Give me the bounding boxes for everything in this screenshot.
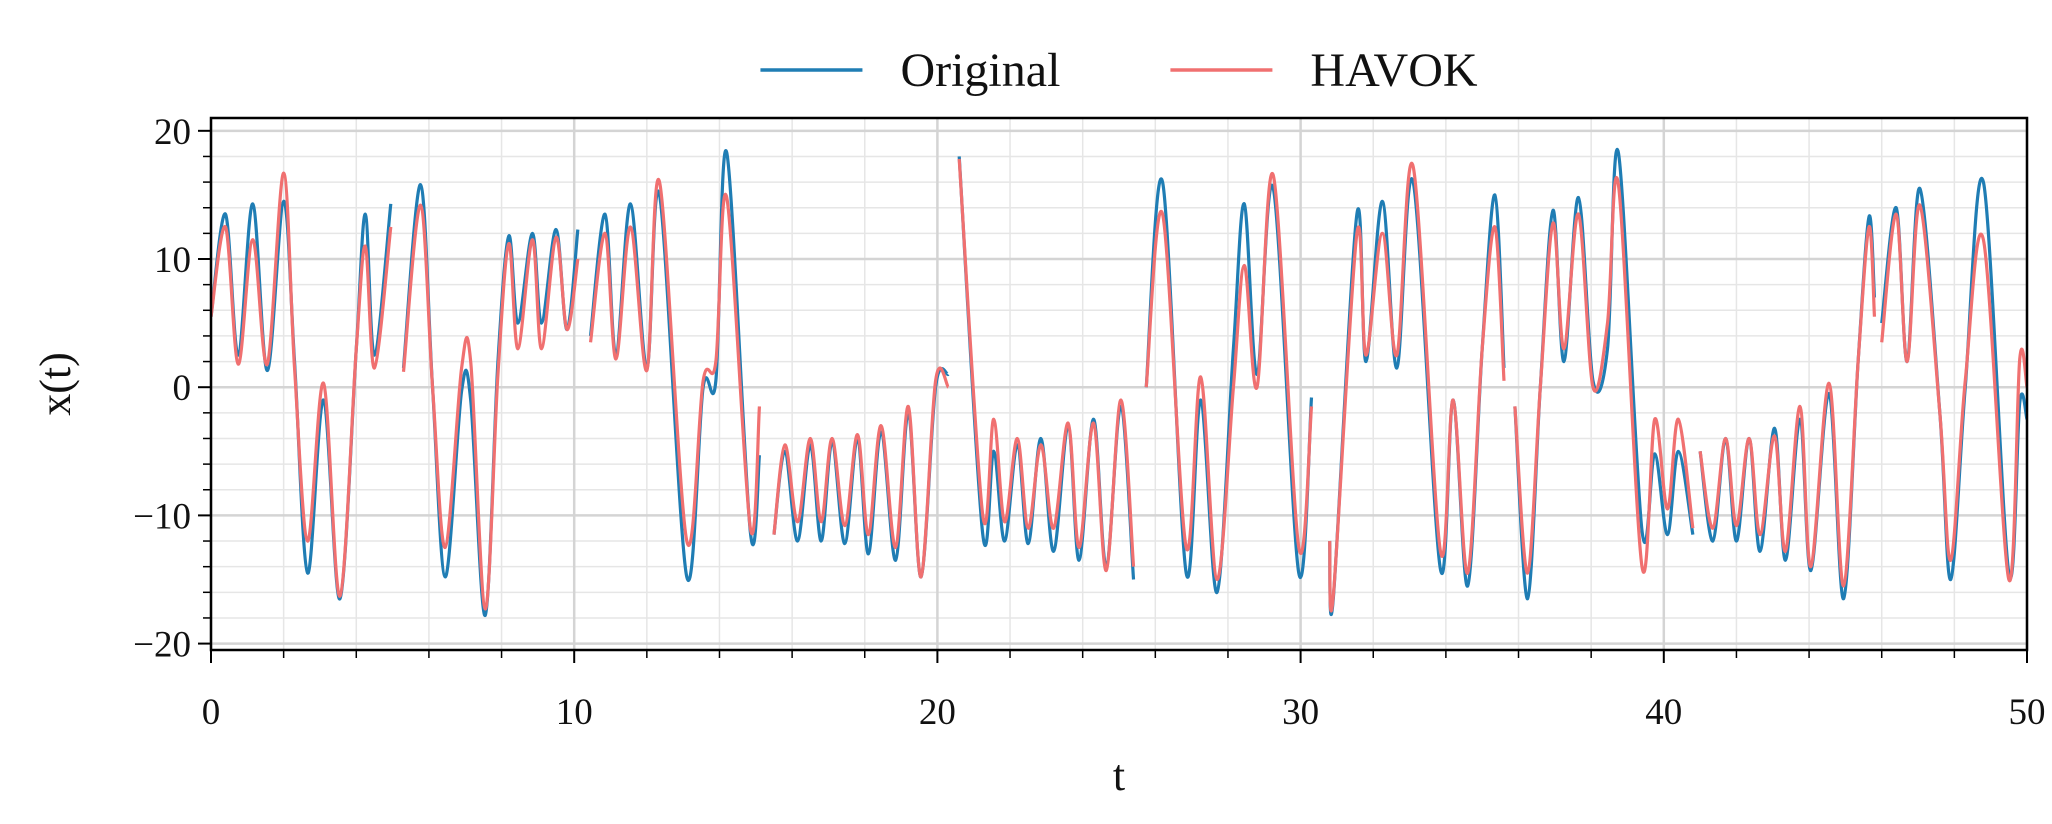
- y-tick-label: −20: [133, 625, 191, 666]
- x-tick-label: 0: [202, 692, 221, 733]
- x-tick-label: 10: [556, 692, 593, 733]
- y-tick-label: 20: [154, 112, 191, 153]
- x-tick-label: 30: [1282, 692, 1319, 733]
- x-tick-label: 40: [1645, 692, 1682, 733]
- x-tick-label: 20: [919, 692, 956, 733]
- x-axis-label: t: [1113, 751, 1125, 800]
- axes: 0 10 20 30 40 50 −20 −10 0 10 20: [133, 112, 2045, 733]
- plot-frame: [209, 116, 2029, 652]
- legend-item: HAVOK: [1170, 44, 1478, 97]
- x-tick-label: 50: [2009, 692, 2046, 733]
- grid: [209, 118, 2029, 650]
- plot-lines: [211, 147, 2027, 618]
- y-tick-label: −10: [133, 496, 191, 537]
- legend-label: Original: [900, 44, 1060, 97]
- series-line: [211, 147, 2027, 618]
- y-tick-label: 10: [154, 240, 191, 281]
- legend-item: Original: [760, 44, 1060, 97]
- legend-label: HAVOK: [1310, 44, 1477, 97]
- y-tick-label: 0: [173, 368, 192, 409]
- y-axis-label: x(t): [31, 352, 80, 416]
- series-line: [211, 158, 2027, 613]
- legend: Original HAVOK: [760, 44, 1478, 97]
